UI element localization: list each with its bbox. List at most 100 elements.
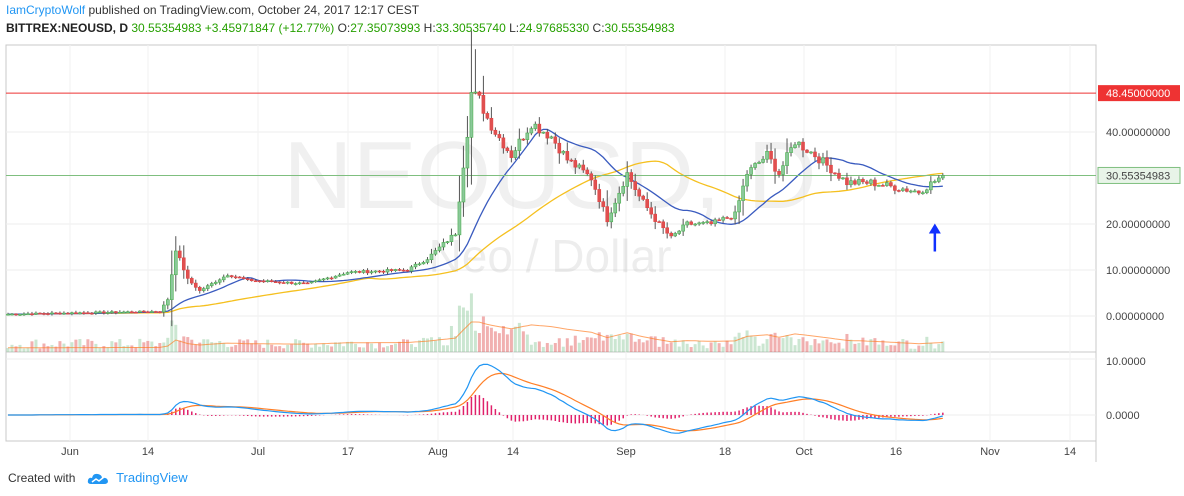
candle-body (425, 259, 430, 263)
candle-body (605, 206, 610, 223)
candle-body (249, 278, 254, 282)
candle-body (277, 281, 282, 284)
candle-body (177, 250, 182, 259)
volume-bar (885, 345, 889, 352)
candle-body (217, 279, 222, 283)
candle-body (565, 151, 570, 161)
volume-bar (334, 342, 338, 352)
candle-body (62, 312, 66, 315)
candle-body (146, 311, 150, 314)
volume-bar (346, 341, 350, 352)
candle-body (205, 285, 210, 289)
volume-bar (841, 348, 845, 352)
tradingview-brand[interactable]: TradingView (116, 470, 188, 485)
volume-bar (190, 339, 194, 352)
author-link[interactable]: IamCryptoWolf (6, 3, 86, 17)
volume-bar (14, 346, 18, 352)
volume-bar (314, 343, 318, 352)
candle-body (649, 207, 653, 215)
volume-bar (621, 339, 625, 352)
candle-body (569, 159, 574, 162)
candle-body (453, 234, 458, 237)
volume-bar (857, 342, 861, 352)
candle-body (877, 185, 881, 187)
candle-body (393, 269, 398, 272)
candle-body (661, 221, 665, 229)
volume-bar (146, 340, 150, 352)
volume-bar (593, 338, 597, 352)
candle-body (657, 221, 661, 223)
resistance-price-tag (1098, 85, 1180, 102)
volume-bar (705, 348, 709, 352)
volume-bar (162, 342, 166, 352)
volume-bar (338, 342, 342, 352)
candle-body (589, 173, 594, 181)
volume-bar (282, 348, 286, 352)
candle-body (909, 190, 913, 193)
volume-bar (126, 345, 130, 352)
candle-body (913, 190, 917, 193)
time-tick-label: Oct (795, 446, 812, 458)
price-tick-label: 0.00000000 (1106, 311, 1164, 323)
volume-bar (134, 347, 138, 352)
volume-bar (769, 334, 773, 352)
candle-body (837, 172, 841, 179)
created-with-text: Created with (8, 471, 76, 485)
candle-body (789, 147, 793, 153)
volume-bar (54, 346, 58, 352)
volume-bar (909, 348, 913, 352)
candle-body (677, 230, 681, 234)
volume-bar (413, 346, 417, 352)
volume-bar (829, 342, 833, 352)
volume-bar (509, 329, 513, 352)
volume-bar (286, 344, 290, 352)
volume-bar (557, 338, 561, 352)
price-tick-label: 30.55354983 (1106, 170, 1170, 182)
volume-bar (66, 346, 70, 352)
candle-body (269, 280, 274, 282)
volume-bar (238, 339, 242, 352)
watermark-name: Neo / Dollar (429, 230, 672, 282)
volume-bar (765, 339, 769, 352)
candle-body (601, 201, 606, 207)
candle-body (841, 177, 845, 180)
volume-bar (889, 345, 893, 352)
volume-bar (777, 337, 781, 352)
candle-body (22, 313, 26, 316)
symbol-label: BITTREX:NEOUSD, D (6, 21, 129, 35)
volume-bar (585, 337, 589, 352)
low-value: 24.97685330 (519, 21, 590, 35)
candle-body (829, 164, 833, 174)
candle-body (397, 269, 402, 271)
volume-bar (206, 339, 210, 352)
candle-body (377, 270, 382, 273)
volume-bar (849, 339, 853, 352)
volume-bar (58, 341, 62, 352)
candle-body (273, 281, 278, 283)
candle-body (445, 241, 450, 243)
candle-body (797, 141, 801, 146)
symbol-line: BITTREX:NEOUSD, D 30.55354983 +3.4597184… (6, 21, 675, 35)
volume-bar (897, 341, 901, 352)
time-tick-label: 14 (142, 446, 154, 458)
candle-body (385, 269, 390, 273)
candle-body (641, 195, 646, 200)
volume-bar (613, 339, 617, 352)
volume-bar (701, 345, 705, 352)
candle-body (757, 162, 761, 164)
candle-body (154, 311, 158, 313)
price-change: +3.45971847 (+12.77%) (204, 21, 335, 35)
volume-bar (905, 340, 909, 352)
volume-bar (254, 340, 258, 352)
candle-body (809, 151, 813, 154)
candle-body (513, 150, 518, 158)
volume-bar (533, 342, 537, 352)
candle-body (845, 177, 849, 186)
candle-body (114, 311, 118, 313)
volume-bar (625, 333, 629, 352)
candle-body (749, 167, 753, 175)
candle-body (881, 185, 885, 187)
volume-bar (677, 346, 681, 352)
volume-bar (729, 344, 733, 352)
